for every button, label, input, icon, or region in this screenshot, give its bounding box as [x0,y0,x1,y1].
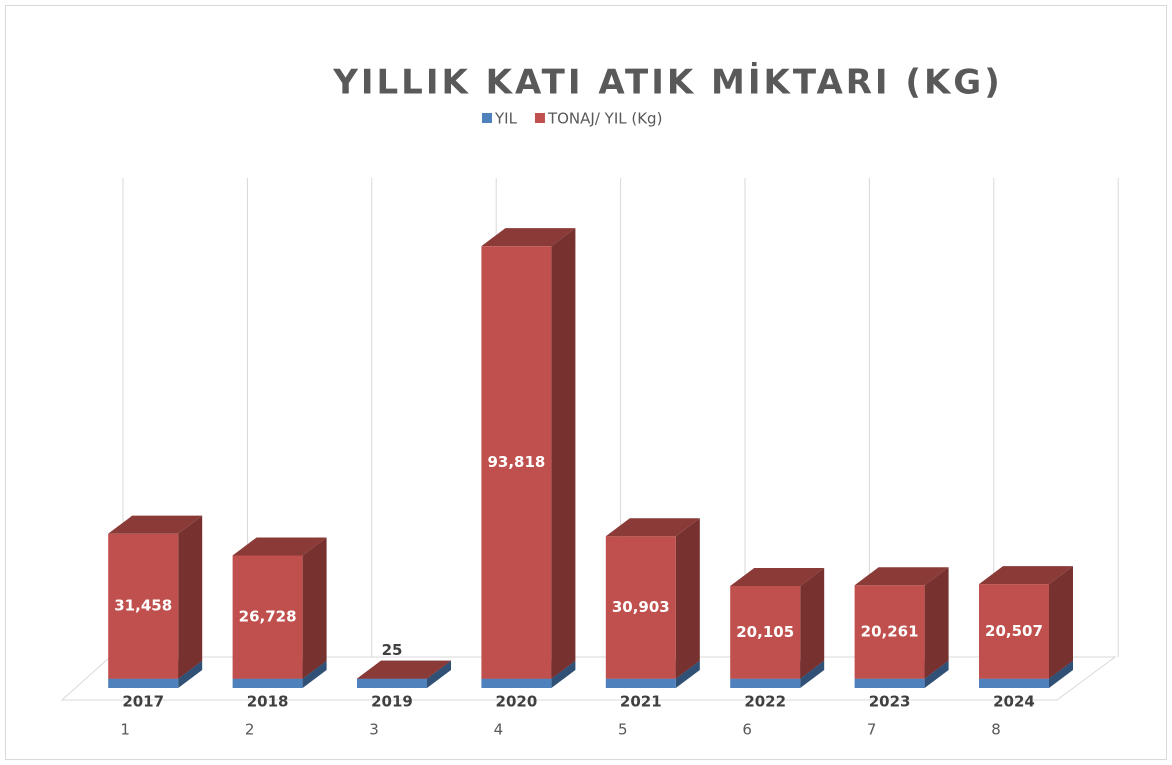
data-label: 2020 [496,693,538,711]
bar-top [979,566,1073,585]
data-label: 2022 [744,693,786,711]
bar [232,555,303,679]
legend: YIL TONAJ/ YIL (Kg) [482,110,662,128]
legend-swatch [482,113,492,123]
x-tick-label: 7 [867,721,877,739]
data-label: 2017 [122,693,164,711]
legend-swatch [534,113,545,123]
bar-side [551,660,576,688]
data-label: 93,818 [487,453,545,471]
bar-side [675,518,700,679]
bar [605,678,676,688]
bar-top [481,228,576,247]
bar [481,246,552,679]
data-label: 2023 [869,693,911,711]
bar-side [427,660,451,679]
data-label: 30,903 [612,598,670,616]
bar [854,678,925,688]
data-label: 20,105 [736,623,794,641]
bar-top [730,567,825,586]
bar [979,678,1049,688]
bar-side [178,515,203,679]
bar [730,678,801,688]
bar-side [924,567,949,679]
bar-side [1049,660,1073,688]
bar [357,678,427,688]
bar [730,585,801,679]
data-label: 2019 [371,693,413,711]
bar-side [302,660,327,688]
bar-side [675,660,700,688]
bar-side [924,660,949,688]
bar-side [551,228,576,679]
data-label: 2018 [247,693,289,711]
chart-title: YILLIK KATI ATIK MİKTARI (KG) [332,62,1003,103]
data-label: 2021 [620,693,662,711]
bar-top [854,567,949,586]
data-label: 20,507 [985,622,1043,640]
bar [232,678,303,688]
data-label: 31,458 [114,597,172,615]
bar [979,584,1049,679]
data-label: 25 [382,641,403,659]
data-label: 20,261 [861,622,919,640]
bar [481,678,552,688]
bar-top [108,515,203,534]
legend-label: TONAJ/ YIL (Kg) [547,110,662,128]
bar-top [232,537,327,556]
bar-side [800,660,825,688]
floor [60,656,1117,701]
bar [108,678,179,688]
x-tick-label: 3 [369,721,379,739]
x-tick-label: 4 [494,721,504,739]
x-tick-label: 5 [618,721,628,739]
bar-top [605,518,700,537]
legend-label: YIL [494,110,518,128]
bar-top [357,660,451,679]
data-label: 26,728 [239,608,297,626]
bar [854,585,925,679]
bar-side [302,537,327,679]
bar [605,536,676,679]
x-tick-label: 2 [245,721,255,739]
x-tick-label: 8 [991,721,1001,739]
bar [108,533,179,679]
bar-side [178,660,203,688]
bar-side [1049,566,1073,679]
x-tick-label: 6 [742,721,752,739]
data-label: 2024 [993,693,1035,711]
bar-side [800,567,825,679]
bar-side [427,660,451,688]
x-tick-label: 1 [120,721,130,739]
